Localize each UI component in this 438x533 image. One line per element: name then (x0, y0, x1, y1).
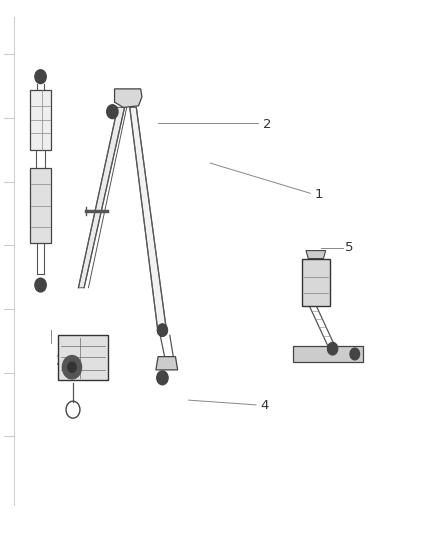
Circle shape (38, 73, 43, 80)
Polygon shape (302, 259, 330, 306)
Circle shape (110, 108, 115, 115)
Circle shape (67, 362, 76, 373)
Circle shape (327, 342, 338, 355)
Circle shape (62, 356, 81, 379)
Circle shape (35, 70, 46, 84)
Text: 3: 3 (56, 354, 64, 368)
Circle shape (38, 281, 43, 288)
Polygon shape (115, 89, 142, 108)
Text: 1: 1 (315, 189, 323, 201)
Polygon shape (306, 251, 325, 259)
Circle shape (107, 105, 118, 118)
Polygon shape (293, 346, 363, 362)
Circle shape (35, 278, 46, 292)
Text: 2: 2 (262, 118, 271, 131)
Text: 5: 5 (345, 241, 354, 254)
Polygon shape (58, 335, 108, 381)
Circle shape (157, 324, 168, 336)
Circle shape (353, 351, 357, 357)
Circle shape (159, 374, 165, 381)
Polygon shape (156, 357, 178, 370)
Polygon shape (78, 108, 124, 288)
Polygon shape (130, 108, 167, 333)
Circle shape (157, 371, 168, 385)
Circle shape (350, 348, 360, 360)
Polygon shape (30, 168, 51, 243)
Text: 4: 4 (260, 399, 269, 413)
Polygon shape (30, 91, 51, 150)
